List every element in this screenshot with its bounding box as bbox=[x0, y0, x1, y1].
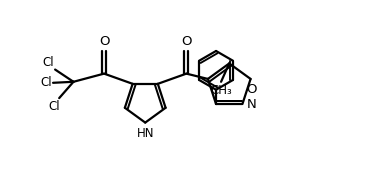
Text: O: O bbox=[246, 83, 257, 96]
Text: O: O bbox=[181, 35, 192, 48]
Text: Cl: Cl bbox=[49, 100, 60, 113]
Text: N: N bbox=[247, 97, 256, 110]
Text: O: O bbox=[99, 35, 109, 48]
Text: CH₃: CH₃ bbox=[210, 84, 232, 97]
Text: HN: HN bbox=[137, 127, 154, 140]
Text: Cl: Cl bbox=[40, 76, 52, 89]
Text: Cl: Cl bbox=[42, 56, 54, 68]
